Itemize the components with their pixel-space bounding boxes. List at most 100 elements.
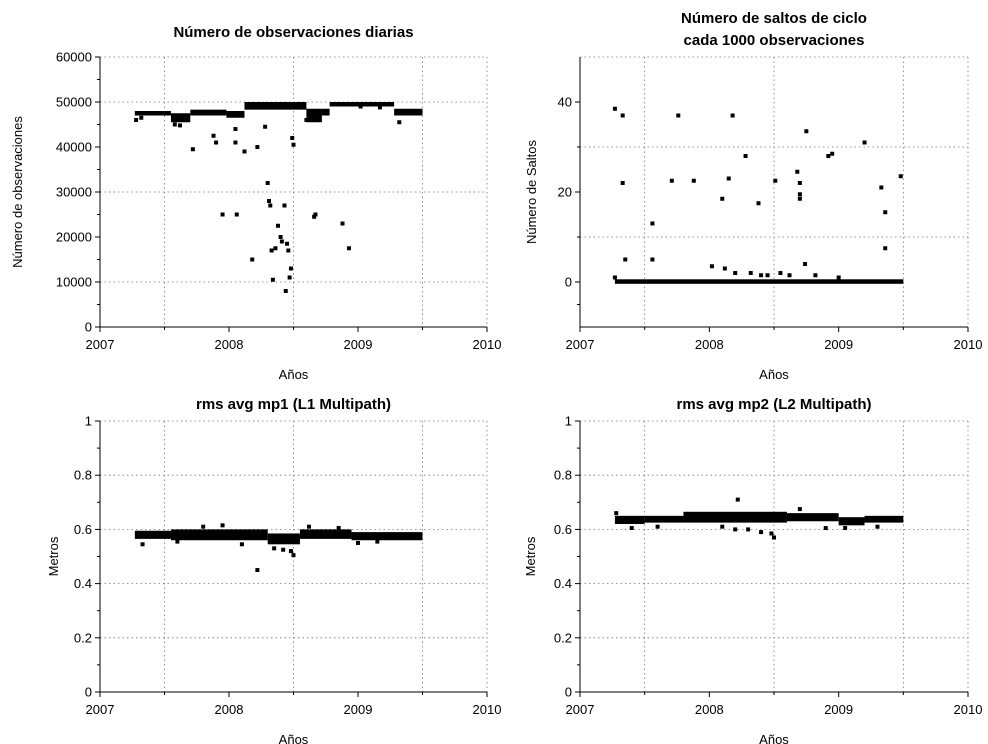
x-tick-label: 2010 bbox=[954, 337, 983, 352]
data-point bbox=[356, 540, 360, 545]
data-point bbox=[726, 176, 731, 181]
y-tick-label: 10000 bbox=[56, 275, 92, 290]
data-point bbox=[242, 149, 247, 154]
data-point bbox=[340, 221, 345, 226]
data-point bbox=[836, 275, 841, 280]
chart-title: Número de observaciones diarias bbox=[173, 24, 413, 41]
y-tick-label: 60000 bbox=[56, 50, 92, 65]
x-axis-label: Años bbox=[759, 732, 789, 744]
data-point bbox=[826, 154, 831, 158]
data-point bbox=[346, 246, 351, 251]
data-band-segment bbox=[267, 533, 300, 545]
data-point bbox=[669, 178, 674, 183]
data-point bbox=[623, 257, 628, 262]
data-point bbox=[883, 246, 888, 251]
data-point bbox=[676, 113, 681, 118]
data-point bbox=[733, 527, 738, 532]
data-point bbox=[614, 511, 619, 516]
x-axis-label: Años bbox=[279, 732, 309, 744]
y-axis-label: Número de Saltos bbox=[524, 139, 539, 244]
x-tick-label: 2009 bbox=[344, 337, 373, 352]
data-point bbox=[759, 273, 764, 278]
chart-panel-4: 2007 2008 2009 2010 0 0.2 0.4 0.6 0.8 1 rms avg mp… bbox=[523, 396, 982, 744]
data-point bbox=[620, 113, 625, 118]
data-point bbox=[397, 120, 402, 125]
x-tick-label: 2008 bbox=[695, 702, 724, 717]
y-tick-label: 40000 bbox=[56, 140, 92, 155]
y-axis-label: Metros bbox=[523, 536, 538, 576]
data-point bbox=[291, 553, 296, 558]
data-point bbox=[722, 266, 727, 271]
chart-panel-1: 2007 2008 2009 2010 0 10000 20000 30000 40000 500… bbox=[10, 24, 501, 382]
y-axis-label: Número de observaciones bbox=[10, 116, 25, 268]
data-point bbox=[655, 524, 660, 529]
y-tick-label: 0 bbox=[565, 275, 572, 290]
data-band-segment bbox=[351, 532, 423, 541]
data-point bbox=[220, 523, 225, 528]
data-point bbox=[813, 273, 818, 278]
chart-panel-3: 2007 2008 2009 2010 0 0.2 0.4 0.6 0.8 1 rms avg mp… bbox=[46, 396, 501, 744]
data-band-segment bbox=[226, 111, 245, 118]
data-point bbox=[175, 539, 180, 544]
data-point bbox=[772, 535, 776, 540]
data-point bbox=[201, 524, 206, 529]
data-band-segment bbox=[134, 530, 171, 539]
data-point bbox=[620, 181, 625, 185]
x-tick-label: 2010 bbox=[473, 702, 502, 717]
chart-title: rms avg mp1 (L1 Multipath) bbox=[196, 396, 391, 413]
data-point bbox=[287, 275, 292, 280]
data-point bbox=[773, 178, 778, 183]
data-point bbox=[270, 277, 275, 282]
data-band-segment bbox=[644, 515, 684, 523]
x-tick-label: 2008 bbox=[695, 337, 724, 352]
data-point bbox=[220, 212, 225, 217]
y-tick-label: 1 bbox=[565, 414, 572, 429]
x-tick-label: 2009 bbox=[344, 702, 373, 717]
data-point bbox=[306, 524, 311, 529]
x-tick-label: 2007 bbox=[566, 702, 595, 717]
data-band-segment bbox=[786, 513, 839, 522]
x-tick-label: 2010 bbox=[954, 702, 983, 717]
data-point bbox=[291, 142, 296, 147]
data-point bbox=[778, 271, 783, 275]
data-point bbox=[282, 203, 287, 208]
data-point bbox=[269, 248, 274, 253]
data-point bbox=[797, 181, 802, 185]
data-band-segment bbox=[614, 515, 645, 524]
y-tick-label: 0.4 bbox=[74, 576, 92, 591]
data-band-segment bbox=[329, 102, 395, 107]
chart-panel-2: 2007 2008 2009 2010 0 20 40 Número de saltos de… bbox=[524, 10, 982, 382]
data-point bbox=[233, 127, 238, 131]
y-tick-label: 20000 bbox=[56, 230, 92, 245]
data-point bbox=[281, 547, 286, 552]
data-point bbox=[304, 118, 309, 122]
data-point bbox=[759, 530, 764, 535]
data-band-segment bbox=[838, 517, 865, 526]
x-axis-label: Años bbox=[759, 367, 789, 382]
data-point bbox=[804, 129, 809, 134]
chart-subtitle: cada 1000 observaciones bbox=[684, 32, 865, 49]
data-point bbox=[234, 212, 239, 217]
data-point bbox=[265, 181, 270, 185]
data-point bbox=[214, 140, 219, 145]
data-band-segment bbox=[170, 529, 268, 541]
data-point bbox=[795, 169, 800, 174]
data-point bbox=[279, 239, 284, 244]
data-point bbox=[263, 124, 268, 129]
data-point bbox=[709, 264, 714, 269]
data-point bbox=[272, 546, 277, 551]
data-point bbox=[765, 273, 770, 278]
data-point bbox=[239, 542, 244, 547]
x-tick-label: 2007 bbox=[566, 337, 595, 352]
y-tick-label: 0 bbox=[85, 685, 92, 700]
data-point bbox=[278, 235, 283, 239]
x-tick-label: 2009 bbox=[824, 337, 853, 352]
data-point bbox=[823, 526, 828, 531]
y-axis-label: Metros bbox=[46, 536, 61, 576]
y-tick-label: 0.6 bbox=[554, 522, 572, 537]
data-point bbox=[276, 223, 281, 228]
y-tick-label: 30000 bbox=[56, 185, 92, 200]
data-point bbox=[720, 196, 725, 201]
data-point bbox=[286, 248, 291, 253]
